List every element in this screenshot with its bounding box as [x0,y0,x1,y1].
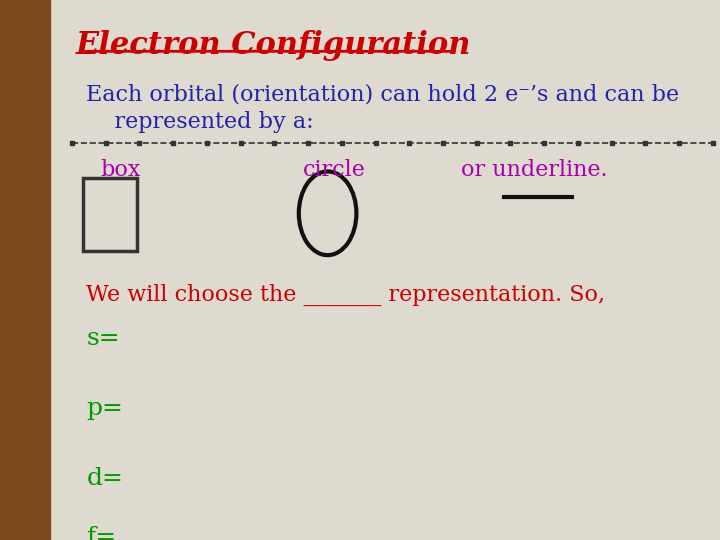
Text: Each orbital (orientation) can hold 2 e⁻’s and can be: Each orbital (orientation) can hold 2 e⁻… [86,84,680,106]
Text: p=: p= [86,397,123,420]
Text: We will choose the _______ representation. So,: We will choose the _______ representatio… [86,284,606,306]
Text: box: box [101,159,141,181]
Text: or underline.: or underline. [461,159,608,181]
Bar [83,178,137,251]
Text: f=: f= [86,526,117,540]
Text: circle: circle [302,159,365,181]
Text: Electron Configuration: Electron Configuration [76,30,472,60]
Bar [0,0,50,540]
Text: d=: d= [86,467,123,490]
Text: represented by a:: represented by a: [86,111,314,133]
Text: s=: s= [86,327,120,350]
